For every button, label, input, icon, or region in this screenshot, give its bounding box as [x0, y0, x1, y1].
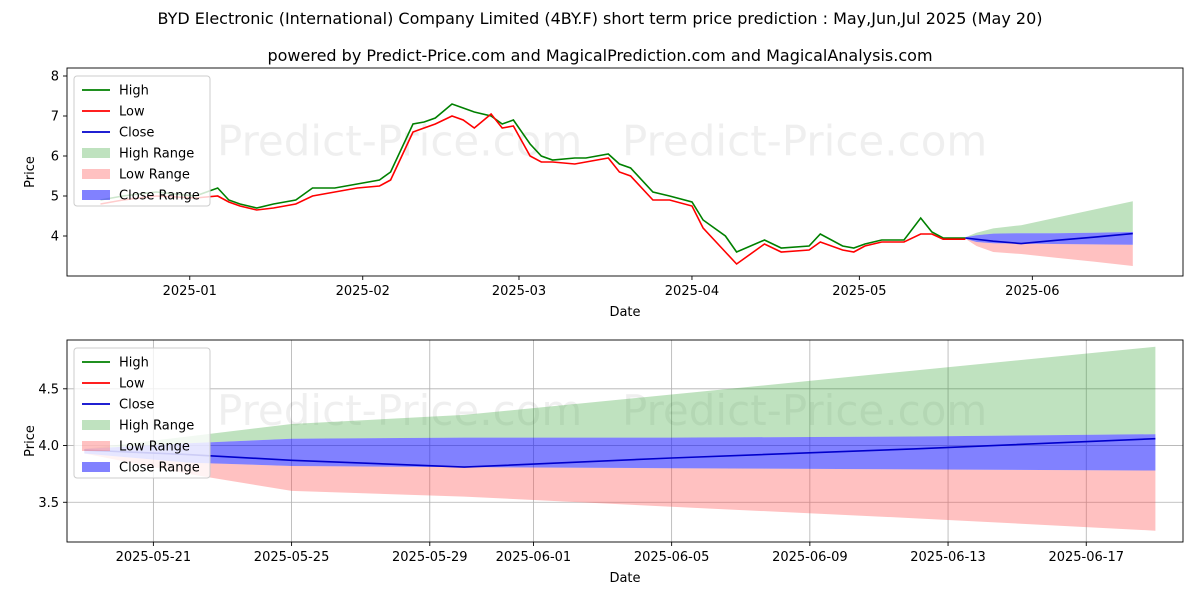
- panel-2: Predict-Price.com Predict-Price.com 3.5 4.0…: [23, 339, 1184, 586]
- legend-swatch: [82, 420, 110, 430]
- x-axis-label: Date: [609, 305, 640, 320]
- x-tick-label: 2025-06-13: [910, 550, 986, 565]
- x-tick-label: 2025-05: [832, 284, 886, 299]
- x-tick-label: 2025-05-25: [254, 550, 330, 565]
- series-high-line: [100, 103, 966, 253]
- y-axis-label: Price: [23, 156, 38, 188]
- x-tick-label: 2025-06: [1005, 284, 1059, 299]
- legend-label: High Range: [119, 147, 194, 162]
- watermark-text: Predict-Price.com: [217, 386, 582, 435]
- series-close-line: [965, 232, 1133, 245]
- legend-label: Close: [119, 398, 154, 413]
- legend-label: Low Range: [119, 440, 190, 455]
- legend-swatch: [82, 441, 110, 451]
- legend-label: High: [119, 84, 149, 99]
- x-tick-label: 2025-04: [665, 284, 719, 299]
- x-tick-label: 2025-03: [492, 284, 546, 299]
- x-tick-label: 2025-06-05: [634, 550, 710, 565]
- legend-label: Low: [119, 105, 145, 120]
- legend-swatch: [82, 190, 110, 200]
- x-tick-label: 2025-06-17: [1048, 550, 1124, 565]
- legend-label: High: [119, 356, 149, 371]
- x-tick-label: 2025-05-29: [392, 550, 468, 565]
- plot-area: Predict-Price.com Predict-Price.com: [67, 340, 1183, 542]
- x-tick-label: 2025-05-21: [116, 550, 192, 565]
- series-close-range-band: [965, 232, 1133, 245]
- y-axis-label: Price: [23, 425, 38, 457]
- y-tick-label: 5: [51, 190, 59, 205]
- legend-box: [73, 347, 211, 479]
- y-tick-label: 6: [51, 150, 59, 165]
- watermark-text: Predict-Price.com: [622, 386, 987, 435]
- chart-title: BYD Electronic (International) Company L…: [157, 9, 1043, 28]
- legend-label: Low Range: [119, 168, 190, 183]
- legend-label: Close Range: [119, 461, 200, 476]
- series-high-range-band: [965, 201, 1133, 238]
- watermark-text: Predict-Price.com: [622, 116, 987, 165]
- legend-label: Close Range: [119, 189, 200, 204]
- x-tick-label: 2025-06-01: [496, 550, 572, 565]
- legend-label: Close: [119, 126, 154, 141]
- series-low-range-band: [965, 238, 1133, 266]
- x-tick-label: 2025-02: [336, 284, 390, 299]
- y-tick-label: 3.5: [38, 496, 59, 511]
- x-tick-label: 2025-01: [163, 284, 217, 299]
- x-axis-label: Date: [609, 571, 640, 586]
- legend-label: High Range: [119, 419, 194, 434]
- panel-1: Predict-Price.com Predict-Price.com 4 5 6 7 8 2…: [23, 67, 1184, 320]
- plot-area: Predict-Price.com Predict-Price.com: [100, 103, 1133, 266]
- series-low-range-band: [84, 453, 1156, 531]
- y-tick-label: 8: [51, 70, 59, 85]
- y-tick-label: 4.0: [38, 439, 59, 454]
- legend-label: Low: [119, 377, 145, 392]
- chart-subtitle: powered by Predict-Price.com and Magical…: [267, 46, 933, 65]
- series-low-line: [100, 112, 966, 266]
- axes-frame: [66, 67, 1184, 277]
- series-close-range-band: [84, 434, 1156, 471]
- y-tick-label: 4.5: [38, 382, 59, 397]
- y-tick-label: 7: [51, 110, 59, 125]
- legend-swatch: [82, 462, 110, 472]
- y-tick-label: 4: [51, 230, 59, 245]
- legend-swatch: [82, 148, 110, 158]
- axes-frame: [66, 339, 1184, 543]
- series-high-range-band: [84, 346, 1156, 449]
- legend-swatch: [82, 169, 110, 179]
- legend-box: [73, 75, 211, 207]
- x-tick-label: 2025-06-09: [772, 550, 848, 565]
